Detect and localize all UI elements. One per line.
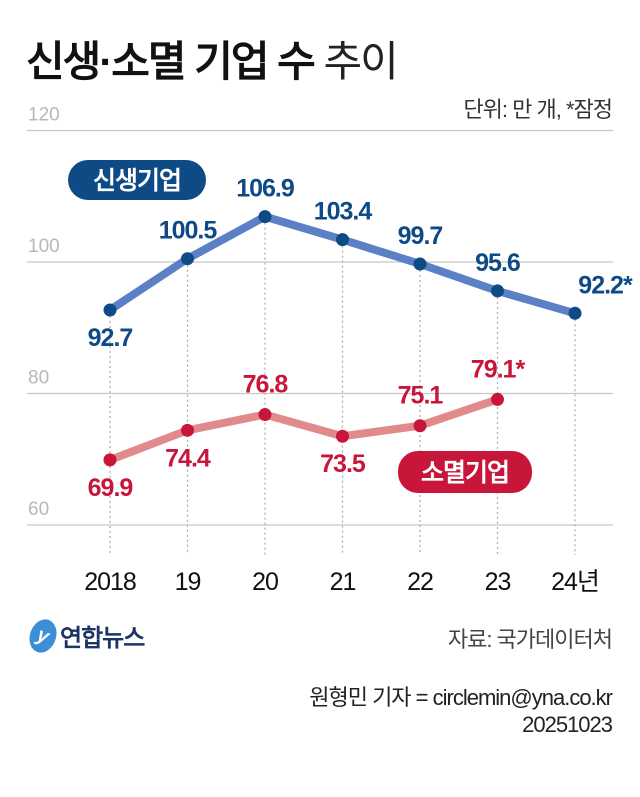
data-label: 69.9 bbox=[88, 474, 133, 502]
data-label: 74.4 bbox=[165, 444, 211, 472]
data-point bbox=[181, 252, 194, 266]
data-point bbox=[181, 423, 194, 437]
legend-label: 신생기업 bbox=[93, 166, 181, 195]
logo-icon: y bbox=[24, 615, 62, 656]
data-point bbox=[336, 233, 349, 247]
yonhap-logo: y 연합뉴스 bbox=[24, 615, 145, 656]
data-point bbox=[491, 284, 504, 298]
data-point bbox=[413, 419, 427, 433]
data-label: 76.8 bbox=[243, 371, 289, 399]
data-label: 75.1 bbox=[398, 382, 444, 410]
x-tick-label: 24년 bbox=[551, 568, 599, 596]
data-point bbox=[258, 408, 272, 422]
x-tick-label: 19 bbox=[175, 568, 201, 596]
data-label: 79.1* bbox=[471, 355, 526, 383]
legend-label: 소멸기업 bbox=[421, 458, 509, 487]
data-label: 99.7 bbox=[398, 222, 443, 250]
data-label: 95.6 bbox=[475, 249, 520, 277]
y-tick-label: 100 bbox=[28, 236, 60, 257]
title-bold: 신생·소멸 기업 수 bbox=[26, 38, 316, 85]
data-label: 73.5 bbox=[320, 450, 366, 478]
credit: 원형민 기자 = circlemin@yna.co.kr 20251023 bbox=[309, 684, 613, 738]
data-point bbox=[491, 392, 504, 406]
data-label: 92.2* bbox=[578, 271, 633, 299]
data-point bbox=[258, 210, 272, 224]
legend-pill-closed bbox=[398, 451, 532, 493]
legend-pill-new bbox=[68, 160, 206, 200]
x-tick-label: 2018 bbox=[84, 568, 136, 596]
source: 자료: 국가데이터처 bbox=[447, 627, 613, 652]
reporter-credit: 원형민 기자 = circlemin@yna.co.kr bbox=[309, 685, 613, 710]
x-tick-label: 23 bbox=[485, 568, 511, 596]
unit-note: 단위: 만 개, *잠정 bbox=[463, 97, 613, 122]
y-tick-label: 80 bbox=[28, 368, 49, 389]
data-label: 100.5 bbox=[159, 217, 218, 245]
series-line bbox=[108, 395, 499, 464]
x-tick-label: 22 bbox=[407, 568, 433, 596]
y-tick-label: 60 bbox=[28, 499, 49, 520]
chart-title: 신생·소멸 기업 수 추이 bbox=[26, 28, 399, 89]
logo-text: 연합뉴스 bbox=[60, 625, 145, 652]
x-tick-label: 21 bbox=[330, 568, 356, 596]
data-label: 92.7 bbox=[88, 324, 133, 352]
data-point bbox=[103, 303, 117, 317]
publish-date: 20251023 bbox=[522, 712, 613, 737]
data-label: 103.4 bbox=[314, 198, 373, 226]
data-point bbox=[336, 429, 349, 443]
title-light: 추이 bbox=[323, 38, 398, 85]
y-tick-label: 120 bbox=[28, 105, 60, 126]
x-tick-label: 20 bbox=[252, 568, 278, 596]
data-point bbox=[413, 257, 427, 271]
data-point bbox=[568, 306, 582, 320]
data-point bbox=[103, 453, 117, 467]
data-label: 106.9 bbox=[236, 175, 294, 203]
